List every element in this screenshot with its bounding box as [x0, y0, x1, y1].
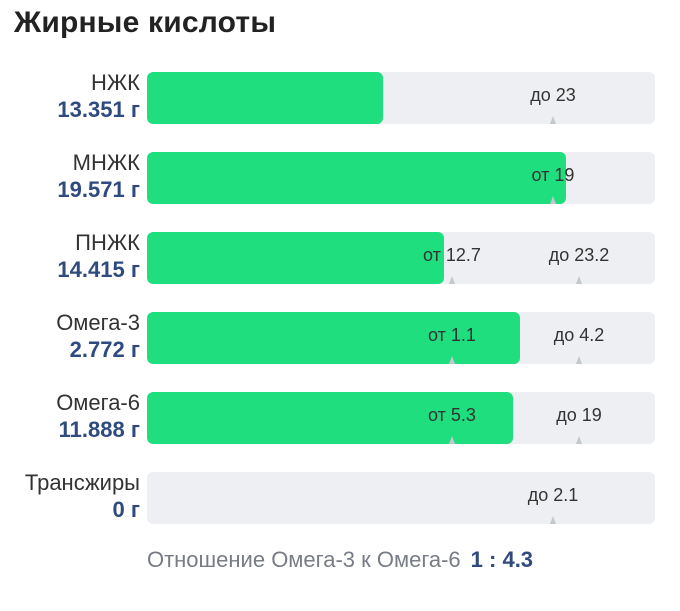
progress-track: до 2.1 — [147, 472, 655, 524]
marker-pointer-icon — [449, 356, 455, 364]
nutrient-row: Трансжиры 0 г до 2.1 — [0, 470, 680, 550]
nutrient-name: ПНЖК — [75, 230, 140, 255]
omega-ratio-value: 1 : 4.3 — [470, 547, 534, 572]
range-marker-label: до 2.1 — [527, 485, 579, 505]
progress-track: от 12.7 до 23.2 — [147, 232, 655, 284]
nutrient-label: НЖК 13.351 г — [0, 70, 140, 124]
marker-pointer-icon — [449, 436, 455, 444]
marker-pointer-icon — [576, 276, 582, 284]
progress-fill — [147, 312, 520, 364]
range-marker-label: до 19 — [556, 405, 602, 425]
marker-pointer-icon — [449, 276, 455, 284]
progress-fill — [147, 152, 566, 204]
progress-track: до 23 — [147, 72, 655, 124]
progress-fill — [147, 72, 383, 124]
nutrient-amount: 13.351 г — [57, 97, 140, 122]
nutrient-label: Омега-3 2.772 г — [0, 310, 140, 364]
marker-pointer-icon — [576, 436, 582, 444]
range-marker-label: от 5.3 — [428, 405, 476, 425]
nutrient-row: ПНЖК 14.415 г от 12.7 до 23.2 — [0, 230, 680, 310]
section-title: Жирные кислоты — [14, 6, 277, 39]
nutrient-label: Трансжиры 0 г — [0, 470, 140, 524]
nutrient-row: Омега-6 11.888 г от 5.3 до 19 — [0, 390, 680, 470]
omega-ratio: Отношение Омега-3 к Омега-6 1 : 4.3 — [0, 547, 680, 573]
nutrient-amount: 2.772 г — [69, 337, 140, 362]
range-marker-label: от 19 — [531, 165, 575, 185]
progress-track: от 1.1 до 4.2 — [147, 312, 655, 364]
range-marker-label: от 12.7 — [423, 245, 481, 265]
nutrient-row: Омега-3 2.772 г от 1.1 до 4.2 — [0, 310, 680, 390]
nutrient-label: Омега-6 11.888 г — [0, 390, 140, 444]
nutrient-amount: 0 г — [112, 497, 140, 522]
marker-pointer-icon — [576, 356, 582, 364]
nutrient-label: ПНЖК 14.415 г — [0, 230, 140, 284]
fatty-acids-list: НЖК 13.351 г до 23 МНЖК 19.571 г от 19 ПНЖК 14.… — [0, 70, 680, 550]
range-marker-label: до 4.2 — [553, 325, 605, 345]
nutrient-row: НЖК 13.351 г до 23 — [0, 70, 680, 150]
nutrient-amount: 11.888 г — [58, 417, 140, 442]
marker-pointer-icon — [550, 516, 556, 524]
omega-ratio-label: Отношение Омега-3 к Омега-6 — [146, 547, 461, 572]
nutrient-name: Омега-3 — [56, 310, 140, 335]
range-marker-label: от 1.1 — [428, 325, 476, 345]
progress-track: от 19 — [147, 152, 655, 204]
marker-pointer-icon — [550, 196, 556, 204]
nutrient-label: МНЖК 19.571 г — [0, 150, 140, 204]
nutrient-name: НЖК — [90, 70, 140, 95]
nutrient-amount: 19.571 г — [57, 177, 140, 202]
range-marker-label: до 23 — [530, 85, 576, 105]
marker-pointer-icon — [550, 116, 556, 124]
progress-track: от 5.3 до 19 — [147, 392, 655, 444]
progress-fill — [147, 232, 444, 284]
range-marker-label: до 23.2 — [548, 245, 610, 265]
nutrient-row: МНЖК 19.571 г от 19 — [0, 150, 680, 230]
nutrient-name: МНЖК — [72, 150, 140, 175]
progress-fill — [147, 392, 513, 444]
nutrient-name: Омега-6 — [56, 390, 140, 415]
nutrient-amount: 14.415 г — [57, 257, 140, 282]
nutrient-name: Трансжиры — [24, 470, 140, 495]
